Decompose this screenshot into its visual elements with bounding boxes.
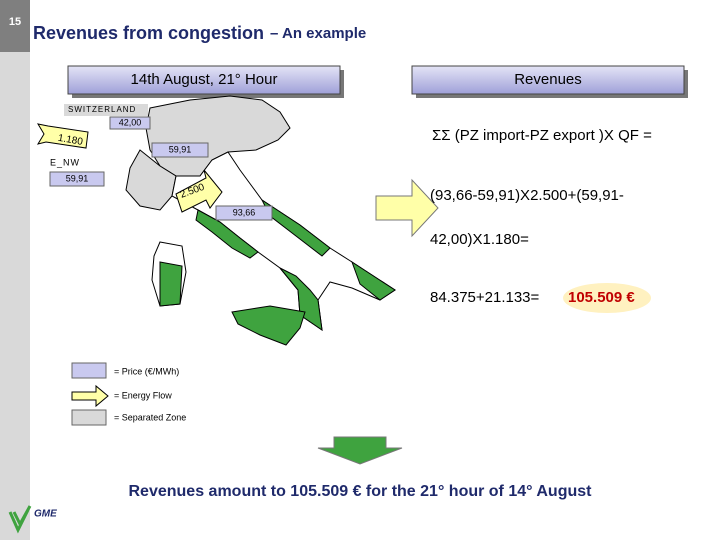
formula: 84.375+21.133= bbox=[430, 289, 540, 306]
price-box bbox=[215, 205, 273, 221]
slide-number: 15 bbox=[9, 16, 21, 28]
zone-green bbox=[279, 267, 323, 332]
price: 42,00 bbox=[119, 117, 142, 127]
legend-label: = Price (€/MWh) bbox=[114, 366, 179, 376]
legend-swatch bbox=[71, 384, 109, 408]
number-box bbox=[0, 0, 30, 52]
formula: (93,66-59,91)X2.500+(59,91- bbox=[430, 187, 624, 204]
sardinia-green bbox=[159, 261, 183, 307]
zone-nw bbox=[125, 149, 177, 211]
down-arrow bbox=[317, 436, 403, 465]
price: 59,91 bbox=[66, 173, 89, 183]
flow-label: 1.180 bbox=[57, 133, 84, 148]
flow-arrow bbox=[175, 169, 223, 213]
title-main: Revenues from congestion bbox=[33, 23, 264, 43]
subtitle: – An example bbox=[270, 25, 366, 42]
price: 59,91 bbox=[169, 144, 192, 154]
zone-green bbox=[351, 260, 396, 301]
highlight bbox=[563, 283, 651, 313]
logo: GME bbox=[34, 509, 57, 520]
legend-label: = Separated Zone bbox=[114, 412, 186, 422]
legend-swatch bbox=[71, 362, 107, 379]
big-arrow bbox=[375, 178, 439, 238]
zone-green bbox=[195, 209, 259, 259]
header-left: 14th August, 21° Hour bbox=[131, 71, 278, 88]
legend-label: = Energy Flow bbox=[114, 390, 172, 400]
header-box bbox=[411, 65, 685, 95]
price-box bbox=[109, 116, 151, 130]
side-strip bbox=[0, 0, 30, 540]
sicily bbox=[231, 305, 306, 346]
price-box bbox=[49, 171, 105, 187]
price-box bbox=[151, 142, 209, 158]
formula: 42,00)X1.180= bbox=[430, 231, 529, 248]
result: 105.509 € bbox=[568, 289, 635, 306]
header-right: Revenues bbox=[514, 71, 582, 88]
logo-mark bbox=[8, 505, 32, 534]
label-box bbox=[64, 104, 148, 116]
map-label: E_NW bbox=[50, 157, 80, 167]
conclusion: Revenues amount to 105.509 € for the 21°… bbox=[129, 483, 593, 500]
title: Revenues from congestion – An example bbox=[33, 23, 366, 43]
map bbox=[125, 95, 396, 346]
price: 93,66 bbox=[233, 207, 256, 217]
flow-arrow bbox=[36, 123, 89, 149]
formula: ΣΣ (PZ import-PZ export )X QF = bbox=[432, 127, 652, 144]
header-box bbox=[67, 65, 341, 95]
map-label: SWITZERLAND bbox=[68, 105, 136, 114]
legend-swatch bbox=[71, 409, 107, 426]
